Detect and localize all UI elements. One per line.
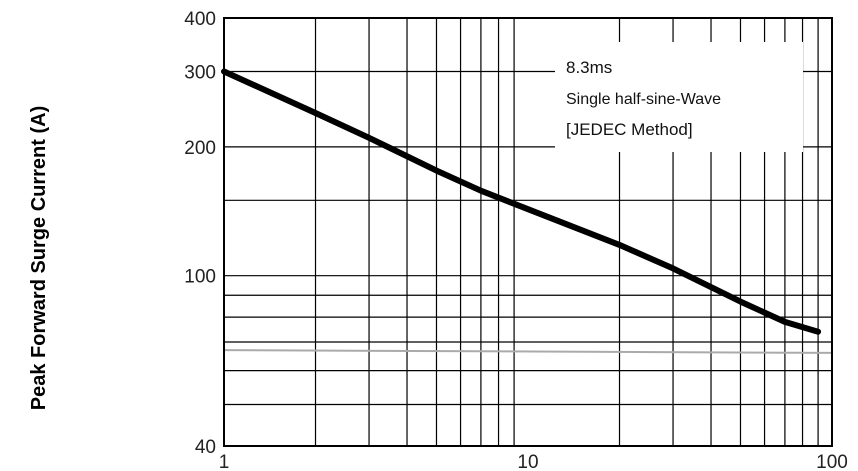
- y-tick-label: 400: [184, 9, 216, 30]
- x-tick-label: 100: [816, 452, 848, 471]
- y-tick-label: 100: [184, 267, 216, 288]
- series-layer: [221, 68, 822, 335]
- x-tick-labels: 1 10 100: [219, 452, 848, 471]
- x-tick-label: 10: [517, 452, 538, 471]
- reference-line: [223, 349, 833, 354]
- annotation-line: [JEDEC Method]: [566, 120, 693, 139]
- reference-line-layer: [223, 349, 833, 354]
- annotation-text: 8.3ms Single half-sine-Wave [JEDEC Method]: [566, 58, 721, 139]
- y-tick-labels: 400 300 200 100 40: [184, 9, 216, 458]
- plot-frame: [223, 17, 833, 447]
- x-tick-label: 1: [219, 452, 230, 471]
- y-tick-label: 300: [184, 62, 216, 83]
- annotation-line: Single half-sine-Wave: [566, 91, 721, 108]
- y-axis-label: Peak Forward Surge Current (A): [28, 106, 50, 411]
- annotation-line: 8.3ms: [566, 58, 612, 77]
- series-line: [221, 68, 822, 335]
- y-tick-label: 200: [184, 138, 216, 159]
- annotation-box: [555, 42, 803, 152]
- y-tick-label: 40: [195, 437, 216, 458]
